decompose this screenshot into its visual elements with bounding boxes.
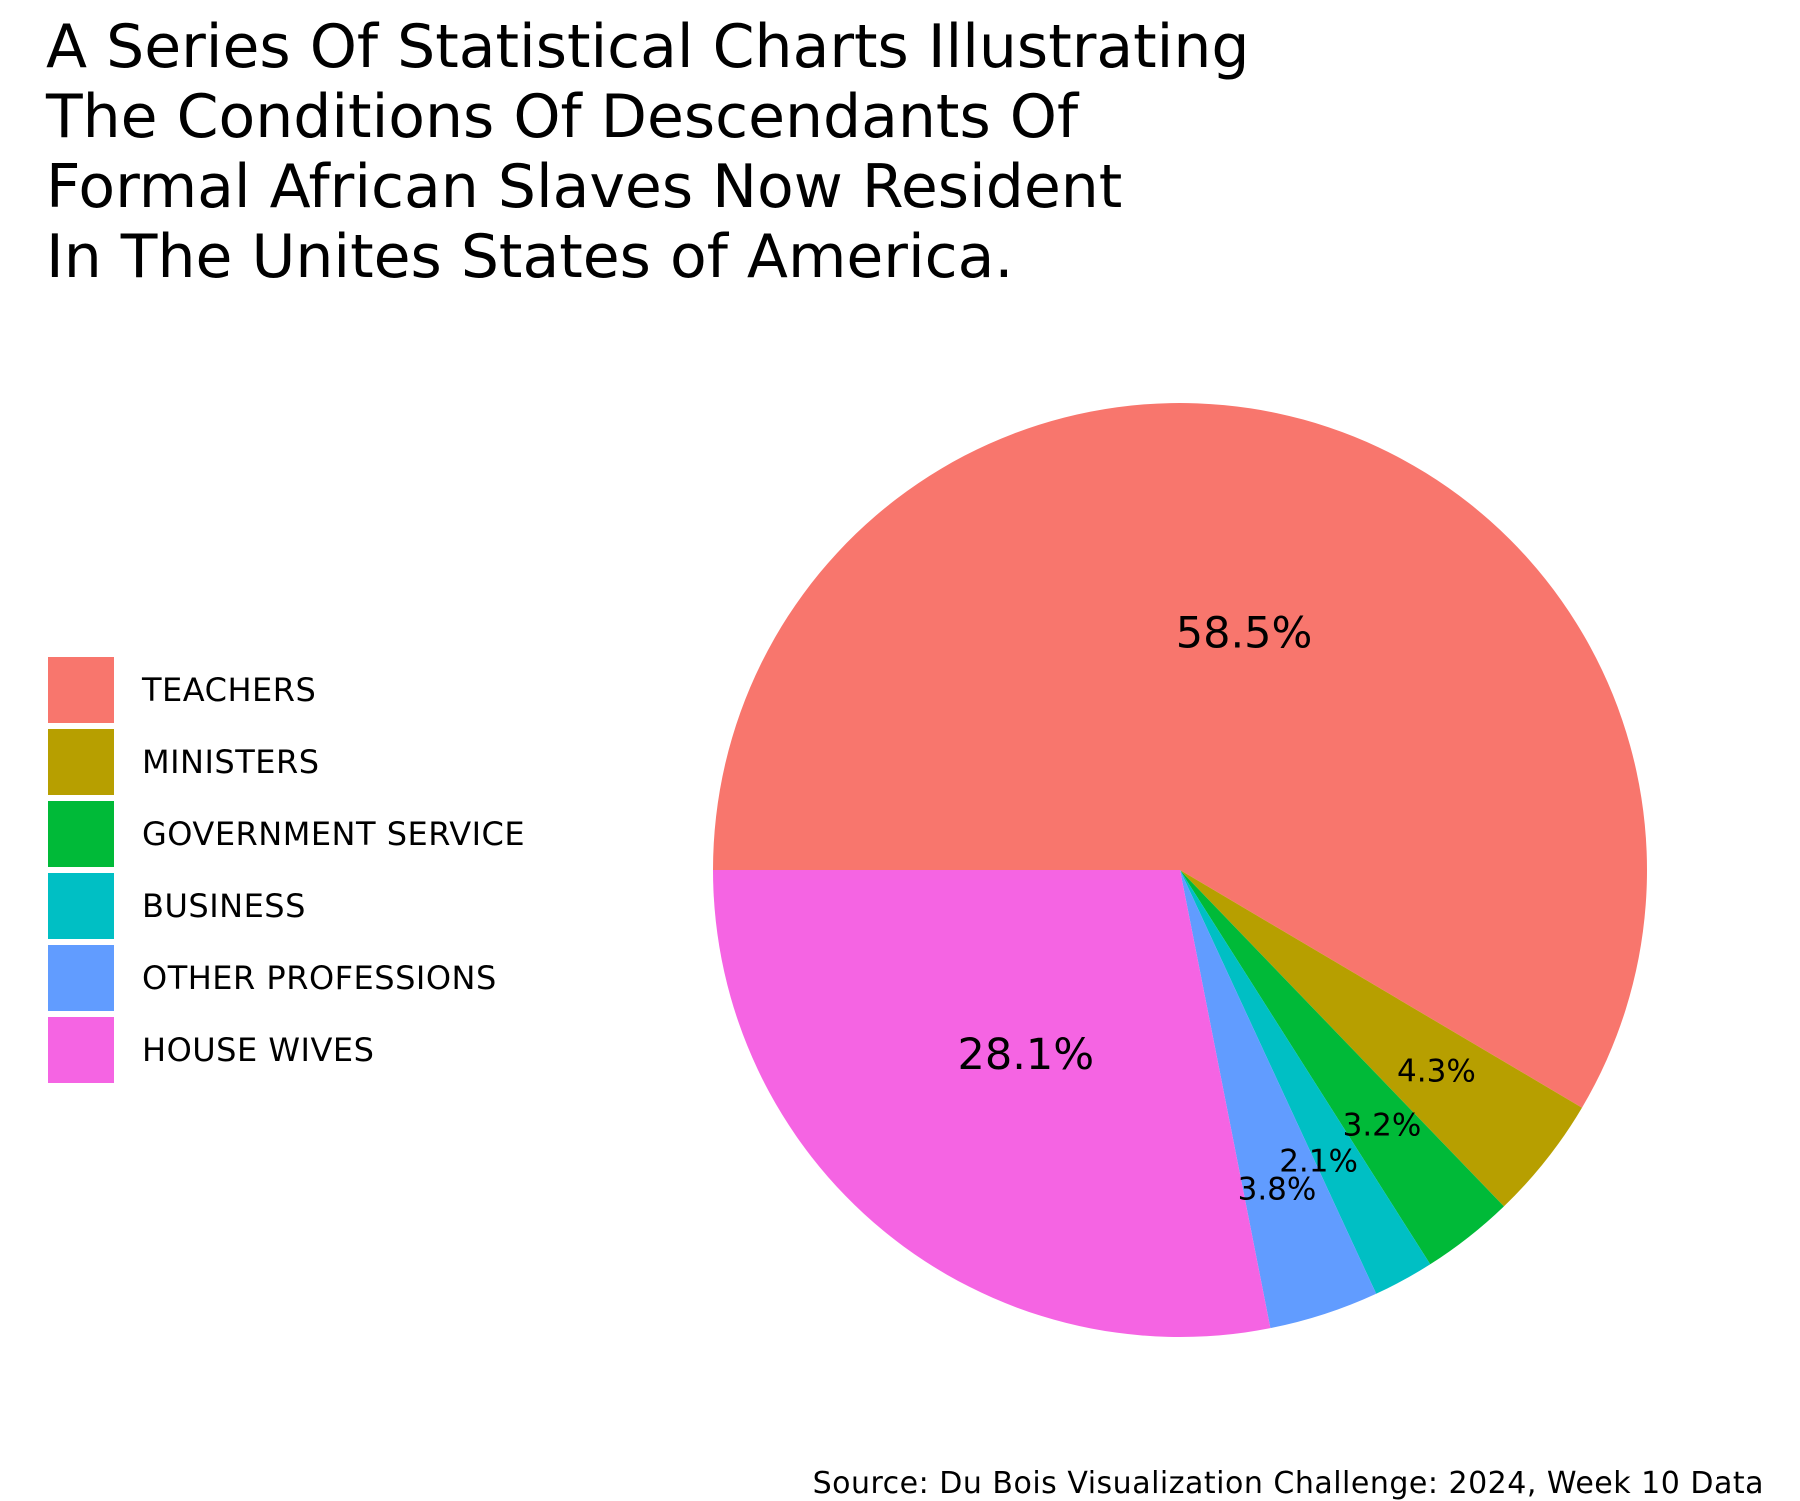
pie-slice-ministers [1180, 870, 1582, 1207]
legend-swatch-teachers [48, 657, 114, 723]
legend-item-government-service: GOVERNMENT SERVICE [48, 798, 525, 870]
pie-label-other-professions: 3.8% [1238, 1171, 1317, 1207]
source-caption: Source: Du Bois Visualization Challenge:… [812, 1466, 1764, 1501]
chart-title-line-4: In The Unites States of America. [46, 222, 1014, 292]
pie-slice-business [1180, 870, 1431, 1294]
pie-label-house-wives: 28.1% [957, 1030, 1094, 1080]
legend-label-teachers: TEACHERS [142, 671, 317, 709]
legend-label-government-service: GOVERNMENT SERVICE [142, 815, 526, 853]
legend-swatch-house-wives [48, 1017, 114, 1083]
chart-title-line-3: Formal African Slaves Now Resident [46, 152, 1123, 222]
pie-slice-house-wives [712, 870, 1271, 1338]
pie-label-business: 2.1% [1279, 1144, 1358, 1180]
chart-legend: TEACHERS MINISTERS GOVERNMENT SERVICE BU… [48, 654, 525, 1086]
legend-swatch-ministers [48, 729, 114, 795]
pie-slice-other-professions [1180, 870, 1377, 1329]
legend-label-other-professions: OTHER PROFESSIONS [142, 959, 497, 997]
pie-label-teachers: 58.5% [1176, 608, 1313, 658]
legend-swatch-other-professions [48, 945, 114, 1011]
chart-title: A Series Of Statistical Charts Illustrat… [46, 12, 1249, 292]
pie-slice-teachers [713, 403, 1647, 1108]
legend-label-house-wives: HOUSE WIVES [142, 1031, 375, 1069]
pie-label-government-service: 3.2% [1343, 1108, 1422, 1144]
legend-swatch-business [48, 873, 114, 939]
legend-label-business: BUSINESS [142, 887, 306, 925]
legend-item-business: BUSINESS [48, 870, 525, 942]
legend-label-ministers: MINISTERS [142, 743, 320, 781]
legend-item-teachers: TEACHERS [48, 654, 525, 726]
legend-item-house-wives: HOUSE WIVES [48, 1014, 525, 1086]
chart-title-line-1: A Series Of Statistical Charts Illustrat… [46, 12, 1250, 82]
legend-swatch-government-service [48, 801, 114, 867]
pie-label-ministers: 4.3% [1397, 1053, 1476, 1089]
legend-item-other-professions: OTHER PROFESSIONS [48, 942, 525, 1014]
chart-title-line-2: The Conditions Of Descendants Of [46, 82, 1079, 152]
legend-item-ministers: MINISTERS [48, 726, 525, 798]
pie-slice-government-service [1180, 870, 1504, 1265]
